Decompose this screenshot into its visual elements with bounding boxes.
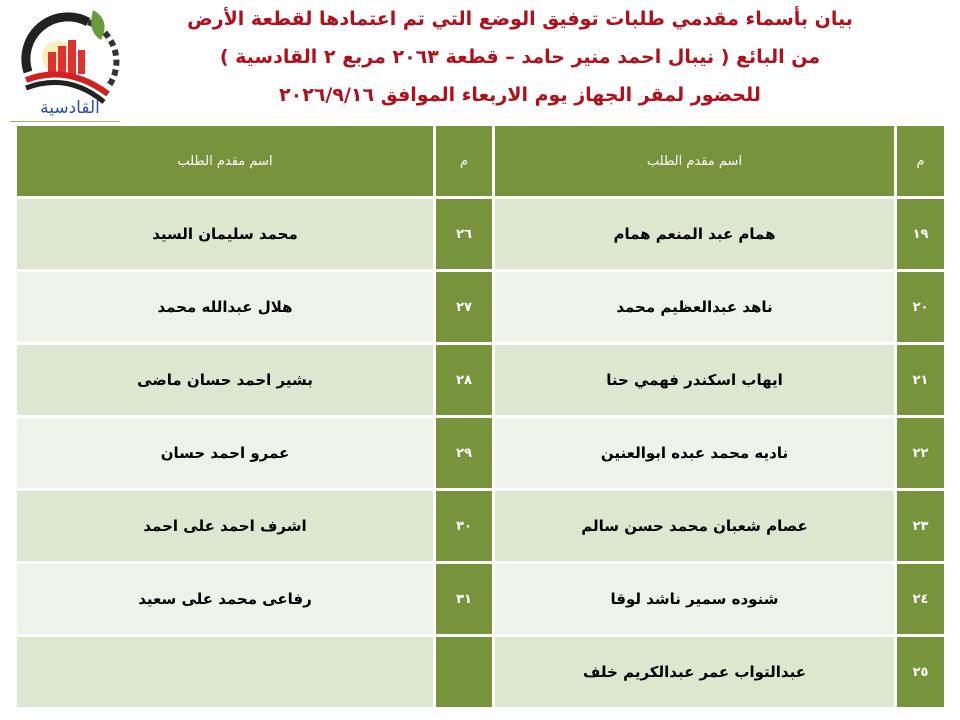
row-number: ٢١ <box>894 342 947 418</box>
row-number: ١٩ <box>894 196 947 272</box>
divider <box>10 121 120 122</box>
table-row: ٢٠ ناهد عبدالعظيم محمد ٢٧ هلال عبدالله محمد <box>14 269 947 345</box>
row-number: ٢٣ <box>894 488 947 564</box>
title-line-2: من البائع ( نيبال احمد منير حامد – قطعة … <box>219 46 821 68</box>
header-num-left: م <box>433 123 495 199</box>
applicant-name: محمد سليمان السيد <box>14 196 436 272</box>
applicant-name: اشرف احمد على احمد <box>14 488 436 564</box>
row-number: ٢٠ <box>894 269 947 345</box>
header-name-right: اسم مقدم الطلب <box>492 123 897 199</box>
applicant-name: ايهاب اسكندر فهمي حنا <box>492 342 897 418</box>
applicant-name: عمرو احمد حسان <box>14 415 436 491</box>
table-row: ٢٣ عصام شعبان محمد حسن سالم ٣٠ اشرف احمد عل… <box>14 488 947 564</box>
applicant-name: بشير احمد حسان ماضى <box>14 342 436 418</box>
table-row: ٢٥ عبدالتواب عمر عبدالكريم خلف <box>14 634 947 710</box>
applicant-name: همام عبد المنعم همام <box>492 196 897 272</box>
row-number: ٢٧ <box>433 269 495 345</box>
row-number: ٣٠ <box>433 488 495 564</box>
applicant-name: هلال عبدالله محمد <box>14 269 436 345</box>
title-line-1: بيان بأسماء مقدمي طلبات توفيق الوضع التي… <box>187 8 853 30</box>
row-number: ٣١ <box>433 561 495 637</box>
row-number: ٢٩ <box>433 415 495 491</box>
table-header-row: م اسم مقدم الطلب م اسم مقدم الطلب <box>14 123 947 199</box>
table-row: ٢٢ ناديه محمد عبده ابوالعنين ٢٩ عمرو احمد ح… <box>14 415 947 491</box>
applicants-table: م اسم مقدم الطلب م اسم مقدم الطلب ١٩ همام… <box>14 123 947 710</box>
applicant-name: ناهد عبدالعظيم محمد <box>492 269 897 345</box>
applicant-name: شنوده سمير ناشد لوقا <box>492 561 897 637</box>
table-row: ٢١ ايهاب اسكندر فهمي حنا ٢٨ بشير احمد حسان … <box>14 342 947 418</box>
header-num-right: م <box>894 123 947 199</box>
logo-emblem <box>21 10 120 104</box>
table-row: ٢٤ شنوده سمير ناشد لوقا ٣١ رفاعى محمد على س… <box>14 561 947 637</box>
row-number: ٢٢ <box>894 415 947 491</box>
row-number: ٢٨ <box>433 342 495 418</box>
applicant-name: رفاعى محمد على سعيد <box>14 561 436 637</box>
row-number <box>433 634 495 710</box>
header-name-left: اسم مقدم الطلب <box>14 123 436 199</box>
title-line-3: للحضور لمقر الجهاز يوم الاربعاء الموافق … <box>279 84 761 106</box>
logo-text: القادسية <box>40 98 100 118</box>
row-number: ٢٤ <box>894 561 947 637</box>
row-number: ٢٦ <box>433 196 495 272</box>
applicant-name: عبدالتواب عمر عبدالكريم خلف <box>492 634 897 710</box>
applicant-name: ناديه محمد عبده ابوالعنين <box>492 415 897 491</box>
applicant-name <box>14 634 436 710</box>
applicant-name: عصام شعبان محمد حسن سالم <box>492 488 897 564</box>
table-row: ١٩ همام عبد المنعم همام ٢٦ محمد سليمان السي… <box>14 196 947 272</box>
row-number: ٢٥ <box>894 634 947 710</box>
